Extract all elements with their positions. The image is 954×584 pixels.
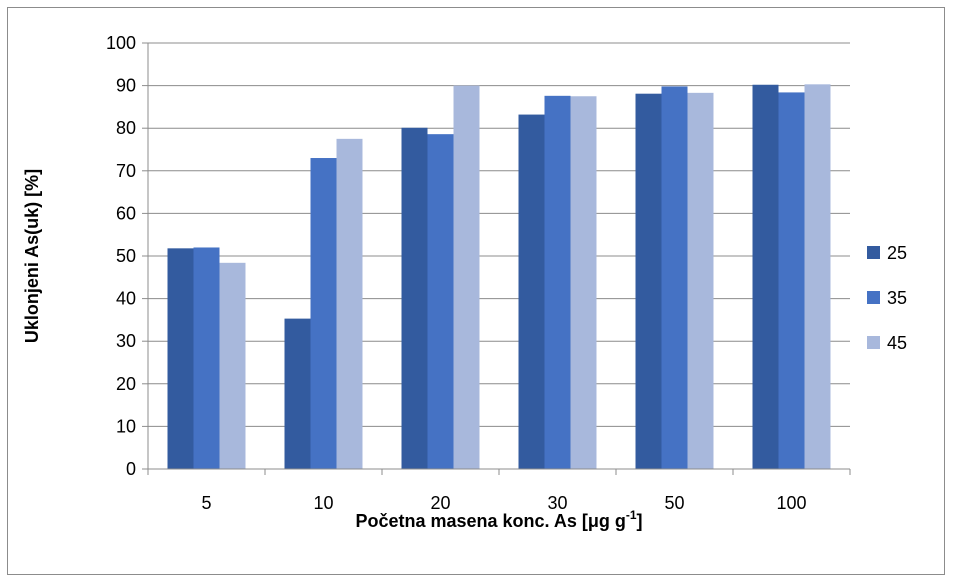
legend-swatch-25	[867, 246, 880, 259]
x-axis-title-main: Početna masena konc. As [μg g	[355, 511, 625, 531]
y-tick-label: 70	[116, 161, 136, 181]
chart-frame: 0 10 20 30 40 50 60 70 80 90 100 5 10 20 30 50 100 25 35 4…	[7, 7, 945, 575]
x-axis-title: Početna masena konc. As [μg g-1]	[355, 508, 642, 531]
bar-35-30	[544, 95, 571, 469]
bar-35-50	[661, 86, 688, 470]
bar-45-30	[570, 96, 597, 469]
x-tick-label: 50	[664, 493, 684, 513]
bar-chart: 0 10 20 30 40 50 60 70 80 90 100 5 10 20 30 50 100 25 35 4…	[22, 33, 907, 531]
bar-35-20	[427, 134, 454, 469]
x-tick-label: 20	[430, 493, 450, 513]
x-tick-label: 5	[201, 493, 211, 513]
y-tick-label: 20	[116, 374, 136, 394]
y-tick-label: 80	[116, 118, 136, 138]
bar-25-50	[635, 93, 662, 469]
y-tick-label: 60	[116, 203, 136, 223]
y-tick-label: 10	[116, 416, 136, 436]
y-tick-label: 50	[116, 246, 136, 266]
bar-45-10	[336, 138, 363, 469]
legend-label-45: 45	[887, 333, 907, 353]
x-tick-label: 100	[776, 493, 806, 513]
y-tick-label: 100	[106, 33, 136, 53]
y-tick-label: 0	[126, 459, 136, 479]
legend-swatch-45	[867, 336, 880, 349]
legend-swatch-35	[867, 291, 880, 304]
legend-label-25: 25	[887, 243, 907, 263]
bar-35-10	[310, 158, 337, 469]
x-tick-label: 10	[313, 493, 333, 513]
bar-45-50	[687, 92, 714, 469]
bar-25-30	[518, 114, 545, 470]
x-tick-label: 30	[547, 493, 567, 513]
bar-25-100	[752, 84, 779, 470]
bar-45-5	[219, 262, 246, 469]
y-tick-label: 90	[116, 76, 136, 96]
y-tick-label: 30	[116, 331, 136, 351]
bar-35-100	[778, 92, 805, 469]
x-axis-title-suffix: ]	[637, 511, 643, 531]
bar-25-5	[167, 248, 194, 469]
bar-35-5	[193, 247, 220, 469]
legend-label-35: 35	[887, 288, 907, 308]
y-tick-label: 40	[116, 289, 136, 309]
bar-45-100	[804, 84, 831, 470]
bar-25-10	[284, 318, 311, 469]
bar-45-20	[453, 85, 480, 469]
x-axis-title-superscript: -1	[626, 508, 637, 522]
bar-25-20	[401, 127, 428, 470]
y-axis-title: Uklonjeni As(uk) [%]	[22, 169, 42, 343]
